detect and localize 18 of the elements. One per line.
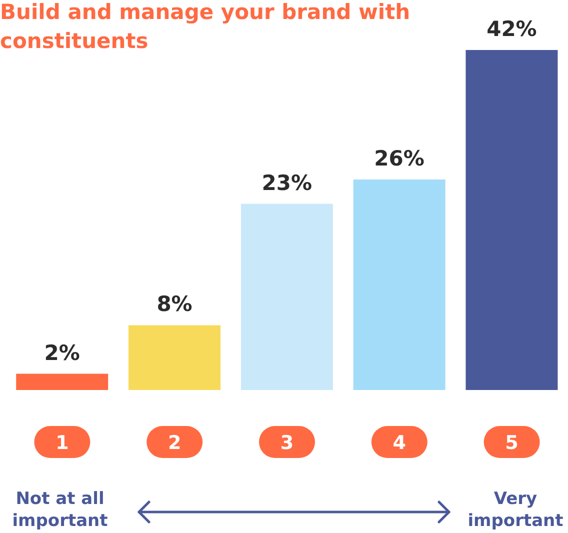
bar <box>466 50 558 390</box>
data-label: 26% <box>374 146 424 171</box>
chart-title: Build and manage your brand with constituents <box>0 0 412 55</box>
data-label: 23% <box>262 170 312 195</box>
bar <box>240 204 333 390</box>
x-tick-label: 2 <box>168 432 182 454</box>
data-label: 42% <box>486 17 537 41</box>
x-tick-label: 4 <box>392 432 406 454</box>
bar <box>16 374 108 390</box>
data-label: 2% <box>44 340 80 365</box>
bar <box>128 325 221 390</box>
bar <box>353 180 446 390</box>
x-tick-label: 3 <box>280 432 294 454</box>
text: Very important <box>466 488 564 532</box>
text: Not at all important <box>11 488 109 532</box>
data-label: 8% <box>156 292 192 316</box>
x-tick-label: 1 <box>56 432 69 454</box>
x-tick-label: 5 <box>505 432 518 454</box>
